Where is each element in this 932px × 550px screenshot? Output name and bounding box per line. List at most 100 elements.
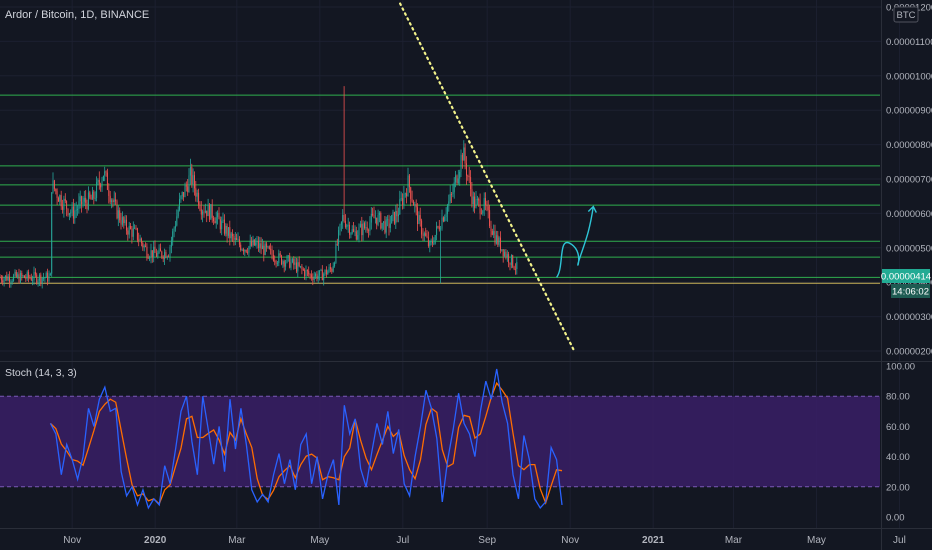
- candle-body: [0, 277, 1, 279]
- candle-body: [204, 210, 206, 213]
- candle-body: [369, 222, 371, 232]
- candle-body: [470, 177, 472, 190]
- candle-body: [448, 201, 450, 206]
- candle-body: [418, 215, 420, 224]
- candle-body: [232, 233, 234, 237]
- candle-body: [353, 229, 355, 232]
- candle-body: [506, 254, 508, 258]
- candle-body: [3, 278, 5, 283]
- projection-curve: [555, 206, 595, 278]
- candle-body: [173, 228, 175, 232]
- candle-body: [259, 243, 261, 248]
- candle-body: [514, 269, 516, 270]
- candle-body: [225, 225, 227, 234]
- candle-body: [127, 230, 129, 235]
- candle-body: [491, 231, 493, 235]
- candle-body: [377, 214, 379, 225]
- candle-body: [179, 198, 180, 210]
- projection-arrow[interactable]: [555, 205, 597, 278]
- candle-body: [408, 175, 410, 188]
- candle-body: [184, 185, 186, 198]
- time-axis[interactable]: Nov 2020 Mar May Jul Sep Nov 2021 Mar May Jul: [63, 535, 906, 546]
- candle-body: [18, 274, 20, 283]
- candle-body: [309, 274, 311, 276]
- currency-badge[interactable]: BTC: [893, 6, 919, 23]
- candle-body: [336, 243, 338, 245]
- candle-body: [388, 219, 390, 228]
- candle-body: [471, 189, 473, 204]
- candle-body: [97, 180, 99, 183]
- candle-body: [342, 215, 344, 222]
- candle-body: [198, 192, 200, 206]
- candle-body: [485, 198, 486, 206]
- candle-body: [169, 247, 171, 257]
- candle-body: [373, 214, 375, 219]
- candle-body: [426, 235, 428, 238]
- candle-body: [489, 210, 491, 226]
- candle-body: [123, 217, 125, 223]
- trendline[interactable]: [398, 2, 576, 353]
- candle-body: [467, 175, 469, 177]
- candle-body: [237, 239, 239, 241]
- candle-body: [158, 248, 160, 253]
- projection-arrowhead: [587, 205, 597, 213]
- candle-body: [331, 268, 333, 272]
- candle-body: [257, 241, 259, 248]
- candle-body: [29, 277, 31, 279]
- candle-body: [332, 266, 334, 272]
- candle-body: [147, 257, 149, 259]
- candle-body: [196, 192, 198, 197]
- candle-body: [183, 192, 185, 198]
- candle-body: [289, 255, 291, 268]
- stoch-tick-label: 80.00: [886, 392, 910, 403]
- candle-body: [83, 197, 85, 202]
- stoch-tick-label: 0.00: [886, 513, 905, 524]
- candle-body: [124, 219, 126, 223]
- candle-body: [252, 239, 254, 246]
- candle-body: [325, 269, 327, 275]
- candle-body: [155, 252, 157, 257]
- candle-body: [89, 192, 91, 198]
- time-tick-label: Jul: [396, 535, 409, 546]
- candle-body: [330, 267, 331, 269]
- candle-body: [244, 249, 246, 252]
- candle-body: [70, 212, 72, 214]
- candle-body: [509, 262, 511, 265]
- candle-body: [247, 251, 248, 253]
- candle-body: [505, 251, 507, 258]
- candle-body: [49, 273, 51, 276]
- candle-body: [457, 178, 459, 184]
- candle-body: [153, 246, 155, 258]
- candle-body: [297, 262, 299, 272]
- stoch-title: Stoch (14, 3, 3): [5, 367, 77, 379]
- candle-body: [270, 248, 272, 250]
- candle-body: [66, 200, 68, 209]
- candle-body: [321, 269, 323, 281]
- candle-body: [82, 201, 84, 205]
- last-price-label: 0.00000414: [881, 272, 931, 283]
- candle-body: [294, 262, 296, 265]
- candle-body: [191, 166, 193, 185]
- candle-body: [412, 201, 414, 206]
- candle-body: [358, 227, 360, 236]
- candle-body: [142, 243, 144, 248]
- candle-body: [334, 262, 336, 267]
- candle-body: [355, 231, 357, 240]
- time-tick-label: Nov: [63, 535, 81, 546]
- candle-body: [460, 154, 462, 172]
- candle-body: [10, 281, 12, 283]
- candle-body: [320, 269, 322, 271]
- candle-body: [45, 272, 47, 278]
- candle-body: [30, 277, 32, 281]
- candle-body: [185, 185, 187, 187]
- candle-body: [47, 272, 49, 282]
- candle-body: [17, 274, 19, 277]
- candle-body: [139, 238, 141, 241]
- candle-body: [483, 198, 485, 211]
- candle-body: [351, 229, 353, 234]
- stoch-axis[interactable]: 0.00 20.00 40.00 60.00 80.00 100.00: [886, 362, 915, 524]
- candle-body: [208, 204, 210, 220]
- candle-body: [479, 200, 481, 214]
- candle-body: [71, 206, 73, 213]
